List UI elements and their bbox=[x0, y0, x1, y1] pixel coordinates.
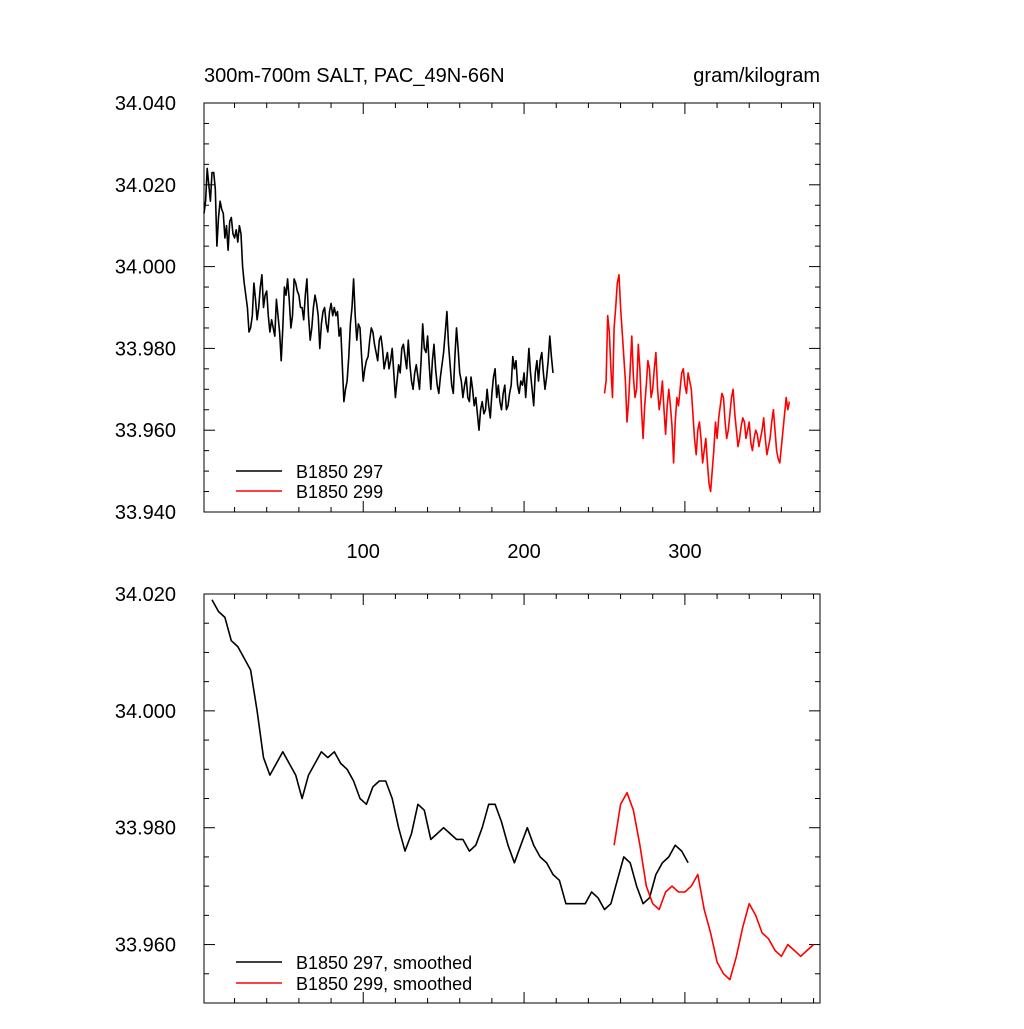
series-line-b1850-297-smoothed bbox=[211, 599, 689, 911]
x-tick-label: 200 bbox=[507, 541, 540, 563]
y-tick-label: 34.020 bbox=[115, 584, 176, 606]
top-plot-frame bbox=[203, 102, 821, 513]
legend-label-b1850-297: B1850 297 bbox=[296, 462, 383, 482]
legend-label-b1850-299: B1850 299 bbox=[296, 482, 383, 502]
series-line-b1850-299-smoothed bbox=[613, 791, 815, 981]
bottom-legend: B1850 297, smoothed B1850 299, smoothed bbox=[236, 953, 472, 994]
series-line-b1850-297 bbox=[203, 167, 554, 431]
bottom-axis-ticks: 33.960 33.980 34.000 34.020 bbox=[115, 584, 820, 1004]
y-tick-label: 33.980 bbox=[115, 818, 176, 840]
top-legend: B1850 297 B1850 299 bbox=[236, 462, 383, 502]
x-tick-label: 100 bbox=[347, 541, 380, 563]
y-tick-label: 33.940 bbox=[115, 502, 176, 524]
y-tick-label: 34.000 bbox=[115, 701, 176, 723]
bottom-plot-frame bbox=[203, 593, 821, 1004]
bottom-panel: 33.960 33.980 34.000 34.020 B1850 297, smoo… bbox=[115, 584, 821, 1004]
top-chart-title: 300m-700m SALT, PAC_49N-66N bbox=[204, 65, 505, 87]
x-tick-label: 300 bbox=[668, 541, 701, 563]
top-chart-units: gram/kilogram bbox=[693, 65, 820, 87]
legend-label-b1850-299-smoothed: B1850 299, smoothed bbox=[296, 974, 472, 994]
series-line-b1850-299 bbox=[603, 274, 791, 493]
y-tick-label: 34.000 bbox=[115, 257, 176, 279]
y-tick-label: 34.040 bbox=[115, 93, 176, 115]
bottom-series-lines bbox=[211, 599, 815, 981]
y-tick-label: 34.020 bbox=[115, 175, 176, 197]
legend-label-b1850-297-smoothed: B1850 297, smoothed bbox=[296, 953, 472, 973]
top-series-lines bbox=[203, 167, 791, 493]
top-panel: 300m-700m SALT, PAC_49N-66N gram/kilogra… bbox=[115, 65, 821, 563]
y-tick-label: 33.960 bbox=[115, 420, 176, 442]
y-tick-label: 33.960 bbox=[115, 935, 176, 957]
top-axis-ticks: 33.940 33.960 33.980 34.000 34.020 34.040 100 2… bbox=[115, 93, 820, 563]
y-tick-label: 33.980 bbox=[115, 338, 176, 360]
